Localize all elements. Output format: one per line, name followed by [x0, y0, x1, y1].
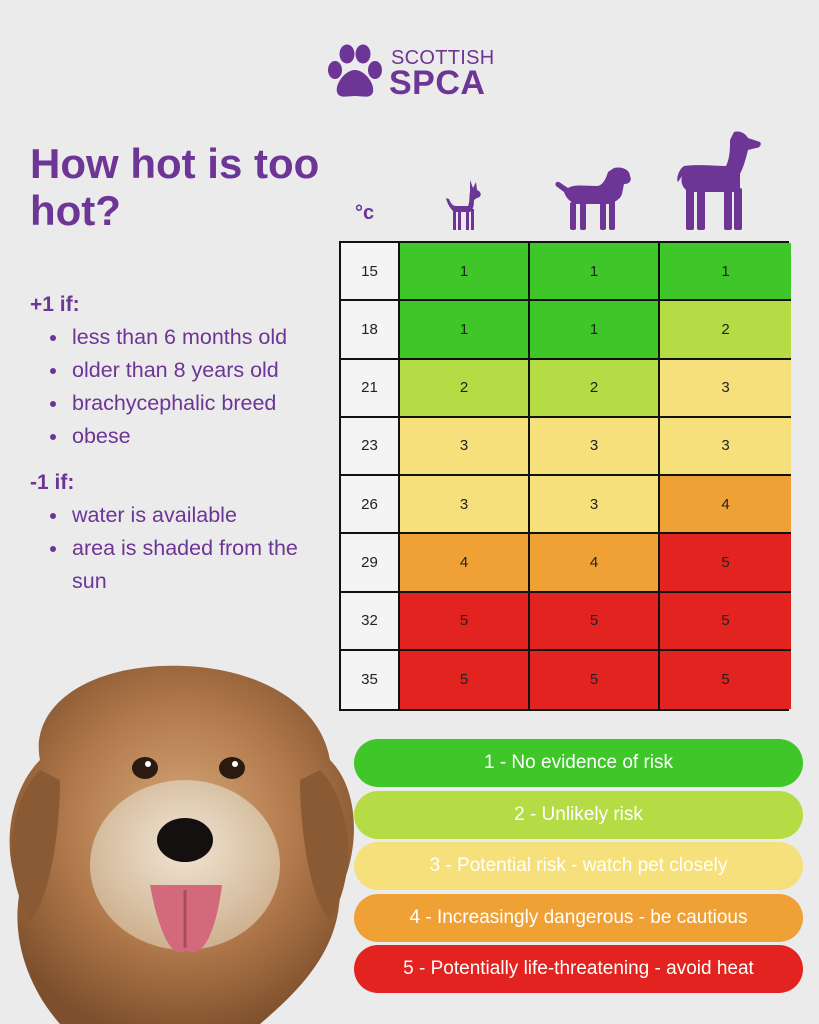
temperature-cell: 26 — [341, 476, 400, 535]
legend-level-3: 3 - Potential risk - watch pet closely — [354, 842, 803, 890]
paw-icon — [328, 44, 382, 97]
legend-level-4: 4 - Increasingly dangerous - be cautious — [354, 893, 803, 942]
risk-cell: 5 — [530, 592, 660, 651]
brand-name-line1: SCOTTISH — [391, 47, 495, 69]
risk-cell: 1 — [400, 243, 530, 302]
small-dog-icon — [446, 180, 481, 230]
risk-cell: 1 — [530, 243, 660, 302]
risk-cell: 4 — [530, 534, 660, 593]
risk-cell: 2 — [660, 301, 791, 360]
risk-cell: 2 — [400, 359, 530, 418]
risk-cell: 5 — [530, 650, 660, 709]
adjustment-rules: +1 if: less than 6 months old older than… — [30, 293, 330, 616]
risk-cell: 5 — [660, 534, 791, 593]
plus-item: less than 6 months old — [30, 321, 330, 354]
risk-cell: 1 — [530, 301, 660, 360]
page-title: How hot is too hot? — [30, 140, 320, 234]
temperature-cell: 21 — [341, 359, 400, 418]
temperature-cell: 29 — [341, 534, 400, 593]
risk-cell: 1 — [660, 243, 791, 302]
brand-name-line2: SPCA — [389, 64, 486, 102]
plus-item: brachycephalic breed — [30, 387, 330, 420]
risk-cell: 2 — [530, 359, 660, 418]
temperature-cell: 32 — [341, 592, 400, 651]
risk-cell: 5 — [400, 592, 530, 651]
plus-item: obese — [30, 420, 330, 453]
risk-cell: 5 — [400, 650, 530, 709]
risk-legend: 1 - No evidence of risk 2 - Unlikely risk… — [354, 739, 803, 997]
plus-item: older than 8 years old — [30, 354, 330, 387]
risk-cell: 5 — [660, 592, 791, 651]
plus-list: less than 6 months old older than 8 year… — [30, 321, 330, 453]
heat-risk-table: 15 1 1 1 18 1 1 2 21 2 2 3 23 3 3 3 26 3 3 4 29 4 4 5 32 5 5 5 35 5 5 5 — [339, 241, 791, 711]
minus-item: area is shaded from the sun — [30, 532, 330, 598]
temperature-cell: 23 — [341, 417, 400, 476]
medium-dog-icon — [555, 167, 631, 230]
risk-cell: 3 — [530, 417, 660, 476]
temperature-unit: °c — [355, 202, 375, 224]
minus-list: water is available area is shaded from t… — [30, 499, 330, 598]
risk-cell: 3 — [530, 476, 660, 535]
risk-cell: 4 — [400, 534, 530, 593]
legend-level-1: 1 - No evidence of risk — [354, 739, 803, 787]
legend-level-5: 5 - Potentially life-threatening - avoid… — [354, 945, 803, 993]
large-dog-icon — [677, 131, 761, 230]
temperature-cell: 18 — [341, 301, 400, 360]
risk-cell: 3 — [400, 476, 530, 535]
minus-item: water is available — [30, 499, 330, 532]
risk-cell: 1 — [400, 301, 530, 360]
minus-heading: -1 if: — [30, 471, 75, 494]
brand-logo: SCOTTISH SPCA — [325, 44, 495, 102]
risk-cell: 3 — [660, 417, 791, 476]
risk-cell: 3 — [400, 417, 530, 476]
legend-level-2: 2 - Unlikely risk — [354, 790, 803, 839]
plus-heading: +1 if: — [30, 293, 80, 316]
temperature-cell: 15 — [341, 243, 400, 302]
cockapoo-photo — [9, 665, 354, 1024]
temperature-cell: 35 — [341, 650, 400, 709]
risk-cell: 4 — [660, 476, 791, 535]
risk-cell: 5 — [660, 650, 791, 709]
risk-cell: 3 — [660, 359, 791, 418]
